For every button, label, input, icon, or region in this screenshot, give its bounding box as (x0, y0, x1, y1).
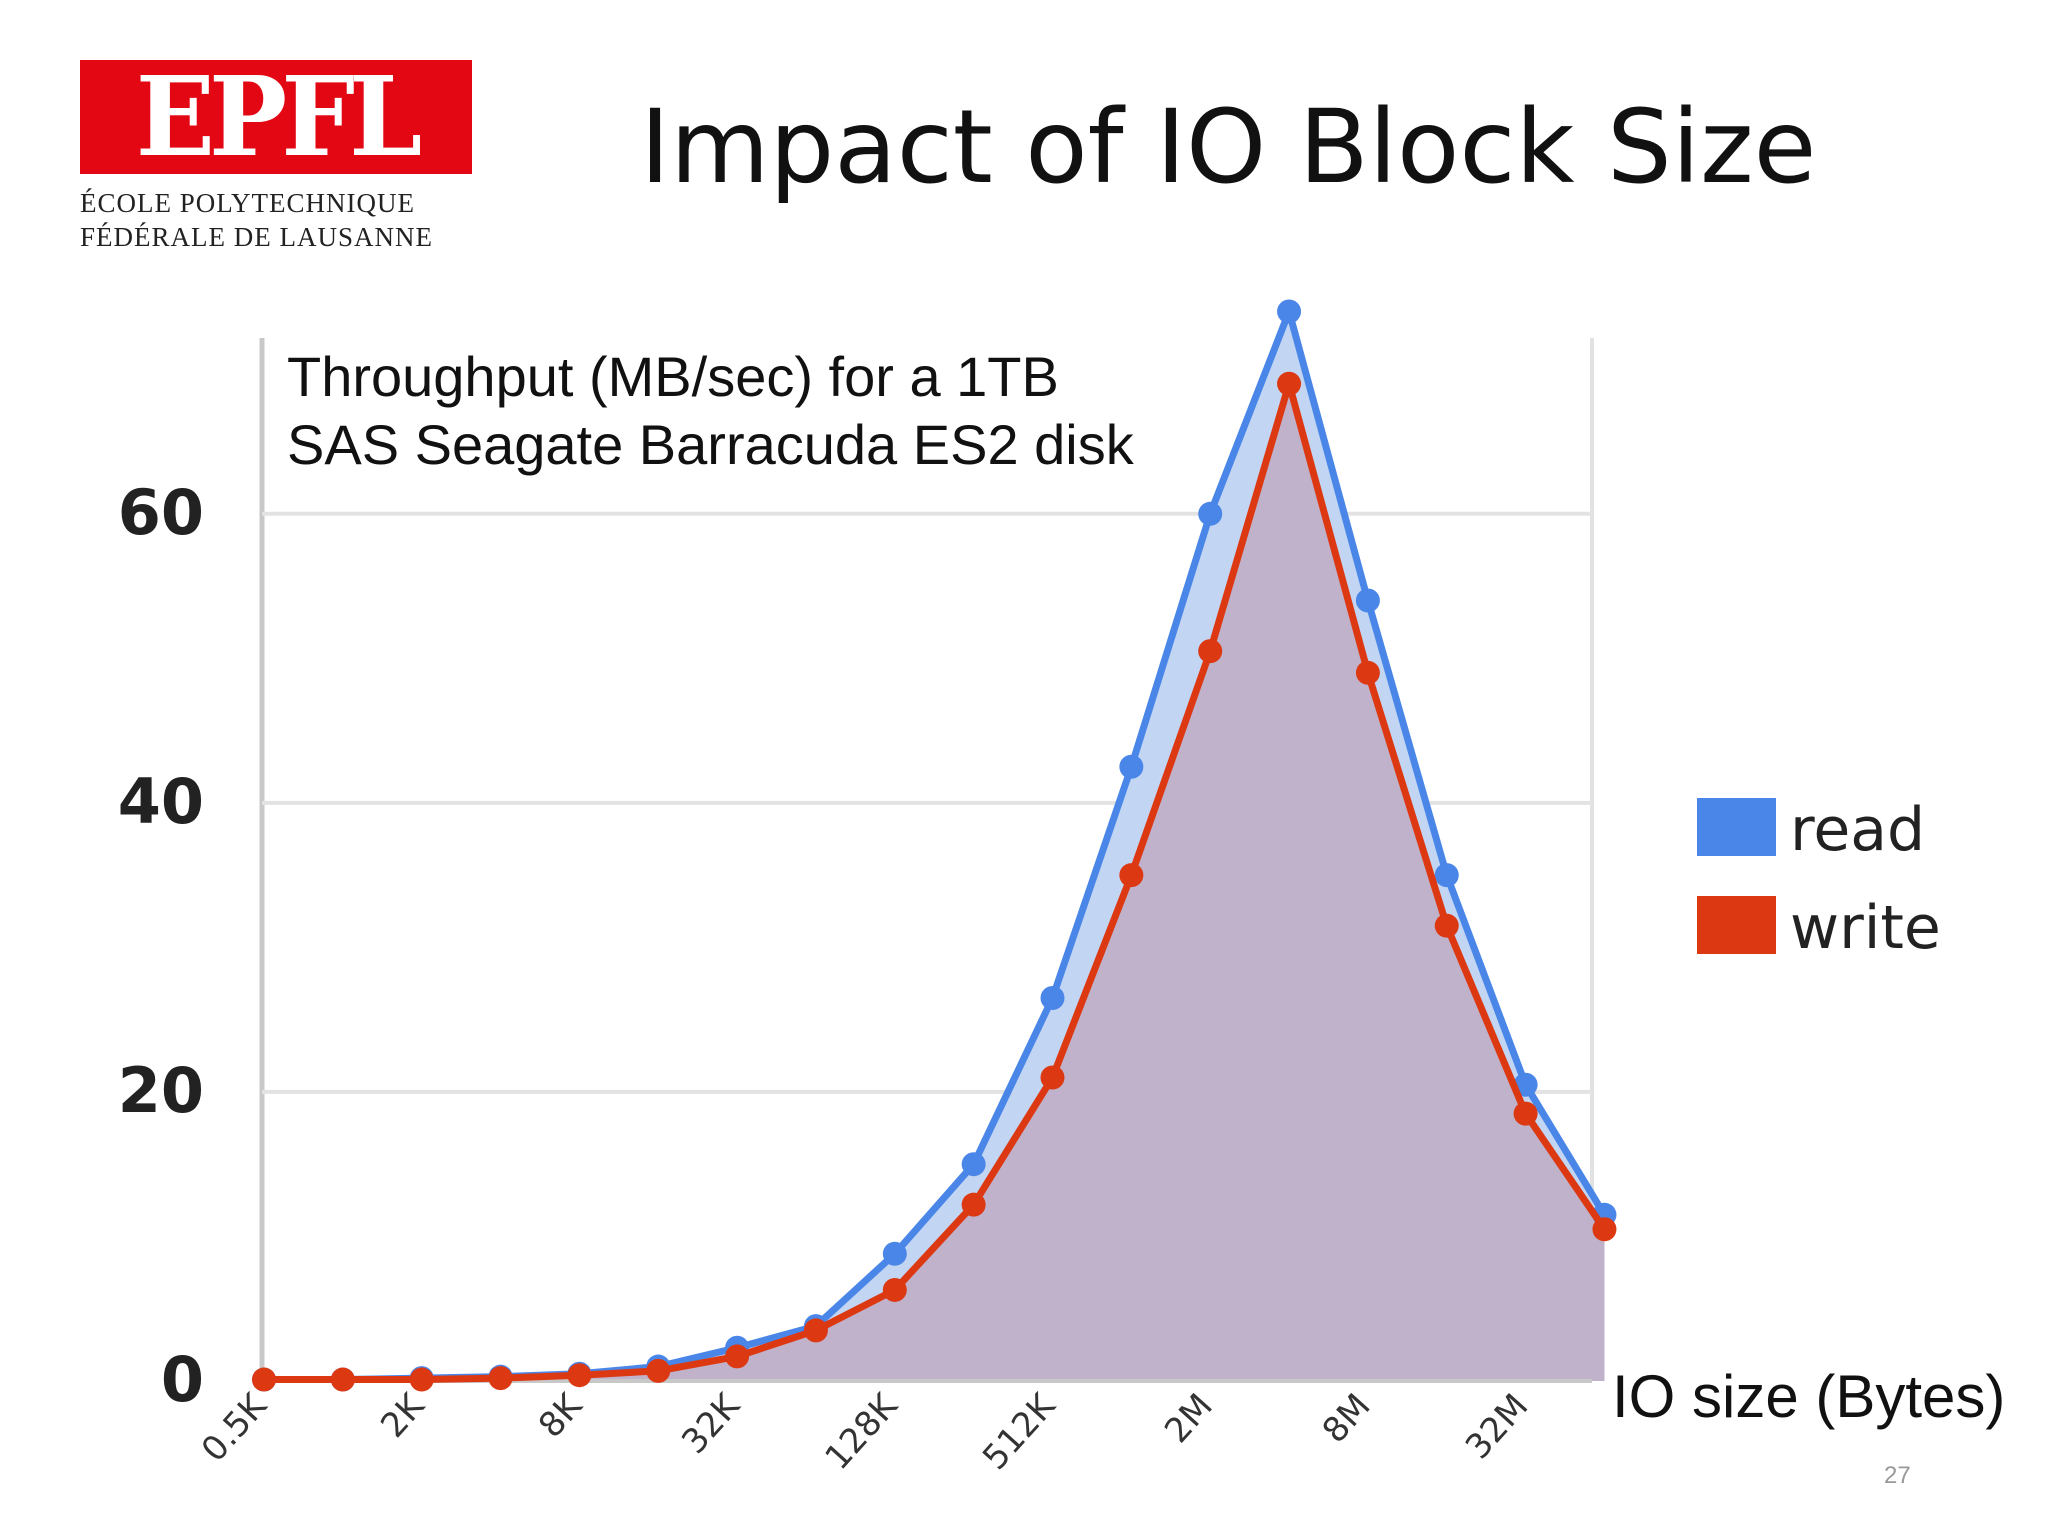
write-point (882, 1277, 907, 1302)
x-tick-label: 8M (1315, 1386, 1379, 1451)
read-point (1355, 588, 1380, 613)
write-line (260, 380, 1608, 1384)
write-point (803, 1318, 828, 1343)
write-point (646, 1358, 671, 1383)
y-tick-label: 40 (118, 765, 204, 838)
y-tick-label: 20 (118, 1054, 204, 1127)
chart-annotation-line: Throughput (MB/sec) for a 1TB (287, 345, 1059, 408)
read-point (1040, 985, 1065, 1010)
x-axis-label: IO size (Bytes) (1612, 1363, 2005, 1430)
chart-annotation-line: SAS Seagate Barracuda ES2 disk (287, 413, 1135, 476)
y-tick-label: 60 (118, 476, 204, 549)
legend-label-write: write (1790, 893, 1941, 963)
read-point (1198, 501, 1223, 526)
write-point (961, 1192, 986, 1217)
legend-label-read: read (1790, 795, 1925, 865)
write-point (567, 1363, 592, 1388)
slide-title: Impact of IO Block Size (640, 88, 1817, 207)
read-point (1119, 754, 1144, 779)
x-tick-label: 32M (1458, 1386, 1536, 1467)
y-tick-label: 0 (161, 1343, 204, 1416)
read-point (1277, 299, 1302, 324)
epfl-logo-mark: EPFL (80, 60, 472, 174)
logo-wordmark: EPFL (135, 51, 422, 182)
x-tick-label: 2M (1157, 1386, 1221, 1451)
read-point (1434, 863, 1459, 888)
x-tick-label: 128K (817, 1385, 906, 1478)
x-tick-label: 2K (373, 1385, 433, 1446)
write-point (330, 1367, 355, 1392)
write-area (264, 383, 1605, 1382)
write-point (1434, 913, 1459, 938)
read-point (882, 1241, 907, 1266)
write-point (1277, 371, 1302, 396)
x-tick-label: 512K (975, 1385, 1064, 1478)
write-point (488, 1366, 513, 1391)
x-tick-label: 32K (674, 1385, 749, 1462)
x-tick-label: 0.5K (194, 1385, 276, 1470)
write-point (1355, 660, 1380, 685)
logo-caption-line1: ÉCOLE POLYTECHNIQUE (80, 188, 416, 218)
logo-caption: ÉCOLE POLYTECHNIQUE FÉDÉRALE DE LAUSANNE (80, 186, 472, 254)
write-point (409, 1367, 434, 1392)
write-point (252, 1367, 276, 1392)
write-point (1198, 639, 1223, 664)
legend-swatch-read (1697, 798, 1776, 856)
write-point (1040, 1065, 1065, 1090)
legend-swatch-write (1697, 896, 1776, 954)
write-point (1119, 863, 1144, 888)
write-point (1513, 1101, 1538, 1126)
epfl-logo: EPFL ÉCOLE POLYTECHNIQUE FÉDÉRALE DE LAU… (80, 60, 472, 254)
read-point (961, 1152, 986, 1177)
write-point (1592, 1217, 1617, 1242)
x-tick-label: 8K (531, 1385, 591, 1446)
logo-caption-line2: FÉDÉRALE DE LAUSANNE (80, 222, 433, 252)
write-point (725, 1344, 750, 1369)
page-number: 27 (1884, 1462, 1911, 1489)
